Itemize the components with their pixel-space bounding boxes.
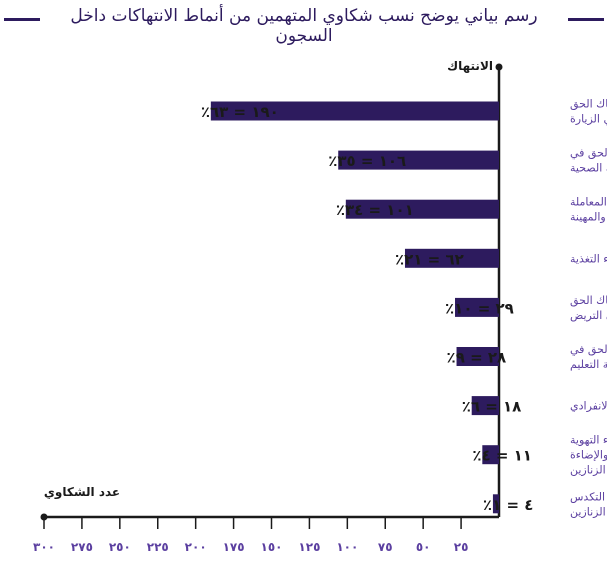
x-tick-label: ٧٥ bbox=[378, 540, 393, 554]
bar bbox=[492, 494, 499, 514]
category-label: المعاملة bbox=[570, 196, 607, 209]
category-label: التكدس bbox=[570, 490, 605, 503]
y-axis-title: الانتهاك bbox=[447, 59, 493, 73]
bar bbox=[455, 297, 499, 317]
x-tick-label: ٢٠٠ bbox=[185, 540, 207, 554]
category-label: انتهاك الحق في bbox=[570, 147, 607, 161]
x-tick-label: ٢٥٠ bbox=[109, 540, 131, 554]
data-label: ١٨ = ٦٪ bbox=[462, 398, 522, 416]
data-label: ١١ = ٤٪ bbox=[472, 447, 532, 465]
category-label: القاسية والمهينة bbox=[570, 211, 607, 224]
x-tick-label: ١٧٥ bbox=[223, 540, 245, 554]
category-label: في التريض bbox=[570, 309, 607, 322]
category-label: انتهاك الحق في bbox=[570, 343, 607, 357]
x-tick-label: ١٠٠ bbox=[336, 540, 358, 554]
bar bbox=[456, 347, 499, 366]
data-label: ١٠٦ = ٣٥٪ bbox=[328, 152, 406, 170]
category-label: انتهاك الحق bbox=[570, 294, 607, 308]
category-label: داخل الزنازين bbox=[570, 505, 607, 518]
category-label: الحبس الانفرادي bbox=[570, 400, 607, 413]
title-rule-right bbox=[568, 18, 604, 21]
bar bbox=[404, 248, 499, 268]
category-label: في الزنازين bbox=[570, 464, 607, 477]
data-label: ٤ = ١٪ bbox=[483, 496, 533, 514]
category-label: في الزيارة bbox=[570, 113, 607, 126]
x-axis-title: عدد الشكاوي bbox=[44, 485, 120, 500]
category-label: سوء التغذية bbox=[570, 252, 607, 265]
x-tick-label: ١٢٥ bbox=[298, 540, 320, 554]
category-label: والإضاءة bbox=[570, 449, 607, 462]
x-tick-label: ١٥٠ bbox=[261, 540, 283, 554]
data-label: ١٠١ = ٣٤٪ bbox=[336, 201, 414, 219]
x-tick-label: ٣٠٠ bbox=[33, 540, 55, 554]
data-label: ٢٩ = ١٠٪ bbox=[445, 299, 514, 317]
bar bbox=[345, 199, 499, 219]
title-rule-left bbox=[4, 18, 40, 21]
bar-chart: الانتهاك عدد الشكاوي ٢٥ ٥٠ ٧٥ ١٠٠ ١٢٥ ١٥٠ ١٧٥ ٢٠٠… bbox=[33, 59, 607, 554]
category-label: انتهاك الحق bbox=[570, 98, 607, 112]
category-label: سوء التهوية bbox=[570, 434, 607, 447]
bar bbox=[210, 101, 500, 121]
data-label: ٢٨ = ٩٪ bbox=[447, 349, 507, 367]
x-tick-label: ٢٢٥ bbox=[147, 540, 169, 554]
chart-title-row: رسم بياني يوضح نسب شكاوي المتهمين من أنم… bbox=[0, 0, 607, 46]
bar bbox=[482, 445, 499, 465]
y-axis-end-dot bbox=[495, 63, 503, 71]
data-label: ١٩٠ = ٦٣٪ bbox=[201, 103, 279, 121]
chart-title: رسم بياني يوضح نسب شكاوي المتهمين من أنم… bbox=[70, 6, 538, 46]
x-tick-label: ٢٧٥ bbox=[71, 540, 93, 554]
category-label: مواصلة التعليم bbox=[570, 358, 607, 371]
bar bbox=[338, 150, 499, 170]
data-label: ٦٢ = ٢١٪ bbox=[395, 250, 464, 268]
bar bbox=[471, 396, 499, 416]
category-label: الرعاية الصحية bbox=[570, 162, 607, 175]
x-tick-label: ٥٠ bbox=[416, 540, 431, 554]
x-tick-label: ٢٥ bbox=[454, 540, 469, 554]
